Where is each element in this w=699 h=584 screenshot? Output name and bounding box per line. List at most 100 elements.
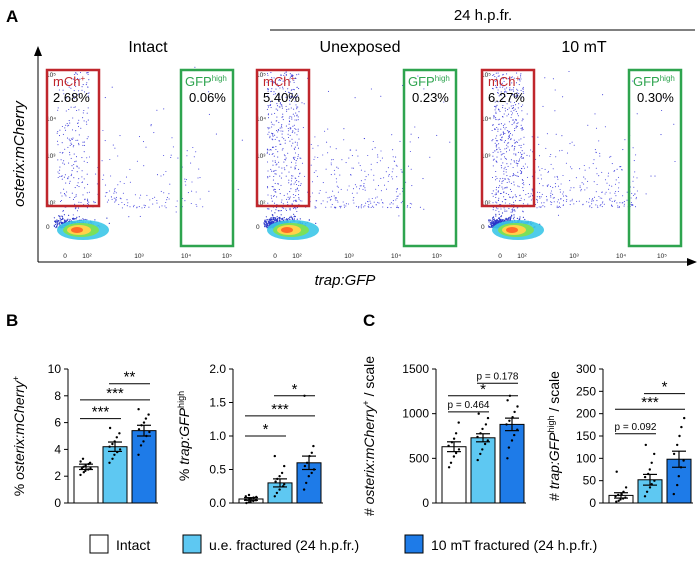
mch-percent: 5.40% [263,90,300,105]
flow-dot [519,170,521,172]
flow-dot [495,207,498,209]
flow-dot [351,167,353,169]
flow-dot [287,91,290,93]
flow-dot [267,194,269,196]
flow-dot [507,165,509,167]
flow-dot [273,194,275,197]
flow-dot [514,130,516,132]
flow-dot [360,185,362,187]
flow-dot [510,190,512,193]
flow-dot [149,199,151,201]
flow-dot [559,188,561,191]
flow-dot [56,222,58,224]
flow-dot [268,149,270,151]
flow-dot [518,186,520,188]
flow-dot [348,157,350,159]
flow-dot [280,130,282,132]
flow-dot [503,126,505,128]
flow-dot [295,200,297,202]
flow-dot [266,226,268,228]
flow-dot [520,168,523,170]
flow-dot [60,159,62,161]
flow-dot [613,200,616,203]
flow-dot [368,198,370,200]
flow-dot [363,138,365,140]
flow-dot [516,207,518,209]
flow-dot [57,221,59,223]
flow-dot [85,84,87,86]
flow-dot [87,198,89,200]
flow-dot [274,218,276,220]
flow-dot [509,219,511,221]
flow-dot [113,197,115,199]
flow-dot [516,217,519,219]
data-point [278,475,281,478]
flow-dot [332,159,334,161]
flow-dot [509,131,511,133]
flow-dot [569,143,571,145]
flow-dot [674,160,676,163]
flow-dot [494,194,496,196]
flow-dot [198,168,200,170]
flow-dot [282,130,284,132]
flow-dot [378,202,380,204]
flow-dot [60,221,62,223]
flow-dot [503,196,505,198]
flow-dot [375,204,377,206]
flow-dot [293,115,296,117]
flow-dot [93,202,95,204]
flow-dot [380,150,382,152]
flow-dot [322,200,324,202]
flow-dot [215,133,217,135]
flow-dot [57,107,59,109]
flow-dot [294,152,297,154]
flow-dot [114,187,116,190]
flow-dot [266,219,268,221]
flow-dot [282,217,284,219]
flow-dot [524,218,526,221]
flow-dot [63,188,65,190]
flow-dot [497,89,499,91]
flow-dot [498,143,500,145]
flow-dot [296,207,299,209]
flow-dot [281,133,283,135]
legend: Intact u.e. fractured (24 h.p.fr.) 10 mT… [89,534,597,554]
flow-dot [87,200,89,202]
flow-dot [514,142,516,144]
flow-dot [509,87,511,89]
flow-dot [144,205,146,207]
flow-dot [327,152,329,154]
flow-dot [82,117,84,119]
flow-dot [495,137,497,139]
flow-dot [276,218,278,220]
flow-dot [279,79,281,81]
flow-dot [508,136,511,138]
flow-dot [267,202,269,204]
flow-dot [288,198,290,200]
flow-dot [289,78,291,80]
flow-dot [291,116,293,118]
flow-dot [67,218,69,220]
flow-dot [298,111,300,113]
flow-dot [327,90,330,92]
flow-dot [592,200,594,202]
flow-dot [411,203,413,205]
sig-label: p = 0.092 [615,422,657,433]
flow-dot [66,219,68,221]
flow-dot [292,219,294,221]
flow-dot [63,93,65,95]
flow-dot [520,197,522,199]
flow-dot [68,138,70,140]
flow-dot [277,99,280,101]
flow-dot [293,158,295,160]
flow-dot [521,157,523,159]
flow-dot [282,86,284,88]
flow-dot [77,139,79,141]
flow-dot [354,97,356,99]
flow-dot [293,183,295,185]
data-point [118,432,121,435]
flow-dot [495,111,497,113]
flow-dot [542,185,544,187]
flow-dot [294,199,296,202]
flow-dot [350,174,352,176]
